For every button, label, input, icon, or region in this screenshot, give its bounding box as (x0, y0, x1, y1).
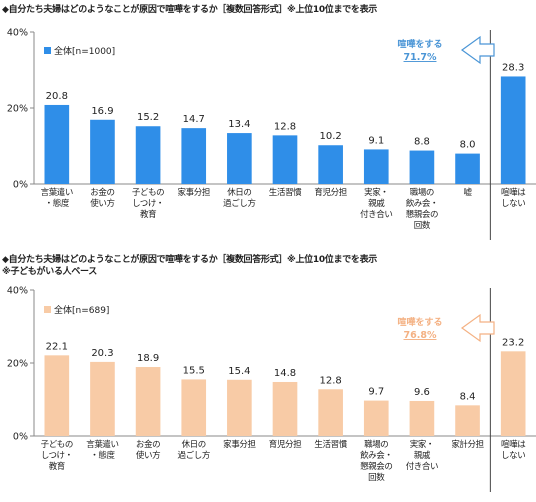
bar (181, 379, 207, 436)
bar (500, 351, 526, 436)
bar (409, 400, 435, 436)
bar (227, 133, 252, 184)
bar-chart-all: 40% 20% 0% 20.8 16.9 15.2 14.7 13.4 12.8 10.2 9.1 8… (7, 28, 536, 240)
bar (181, 128, 207, 184)
bar (135, 367, 161, 436)
bar (455, 405, 480, 436)
category-label: 言葉遣い ・態度 (86, 440, 119, 461)
bar (500, 76, 526, 184)
category-label: 生活習慣 (268, 188, 302, 198)
bar-value-label: 8.4 (460, 391, 476, 402)
category-label: 子どもの しつけ・ 教育 (131, 188, 165, 220)
category-label: お金の 使い方 (135, 440, 161, 461)
bar-value-label: 13.4 (228, 119, 250, 130)
legend-label: 全体[n=689] (54, 306, 110, 316)
y-tick-label: 20% (7, 104, 28, 115)
bar-value-label: 14.8 (274, 368, 296, 379)
legend: 全体[n=1000] (44, 44, 115, 57)
category-label: 言葉遣い ・態度 (40, 188, 74, 209)
bar-value-label: 9.1 (368, 135, 384, 146)
legend-label: 全体[n=1000] (54, 47, 116, 57)
category-label: 育児分担 (268, 440, 302, 450)
bar-chart-parents: 40% 20% 0% 22.1 20.3 18.9 15.5 15.4 14.8 12.8 9.7 9… (7, 286, 536, 492)
category-label: 喧嘩は しない (501, 440, 526, 461)
category-label: 職場の 飲み会・ 懇親会の 回数 (360, 440, 393, 483)
chart-panel-parents: ◆自分たち夫婦はどのようなことが原因で喧嘩をするか［複数回答形式］※上位10位ま… (0, 250, 536, 502)
category-label: 家事分担 (223, 440, 256, 450)
chart-title: ◆自分たち夫婦はどのようなことが原因で喧嘩をするか［複数回答形式］※上位10位ま… (2, 255, 377, 265)
bar (90, 361, 115, 436)
bar (227, 379, 252, 436)
y-tick-label: 40% (7, 28, 28, 39)
bar (455, 153, 480, 184)
bar (135, 126, 161, 184)
category-label: 家計分担 (451, 440, 484, 450)
callout-label: 喧嘩をする (397, 38, 442, 50)
bar-value-label: 20.3 (91, 348, 113, 359)
bar (363, 149, 389, 184)
category-label: 休日の 過ごし方 (177, 440, 211, 461)
bar (409, 150, 435, 184)
bar-value-label: 28.3 (502, 62, 524, 73)
category-label: 子どもの しつけ・ 教育 (40, 440, 74, 472)
bar-value-label: 12.8 (320, 375, 342, 386)
callout-label: 喧嘩をする (397, 316, 442, 328)
bar (272, 135, 298, 184)
legend-swatch (44, 47, 51, 54)
callout-arrow (460, 313, 495, 343)
bar-value-label: 15.4 (228, 366, 250, 377)
category-label: 生活習慣 (314, 440, 347, 450)
bar-value-label: 14.7 (183, 114, 205, 125)
bar-value-label: 12.8 (274, 121, 296, 132)
category-label: 実家・ 親戚 付き合い (405, 440, 439, 472)
bar-value-label: 22.1 (46, 341, 68, 352)
chart-title: ◆自分たち夫婦はどのようなことが原因で喧嘩をするか［複数回答形式］※上位10位ま… (2, 5, 377, 15)
legend: 全体[n=689] (44, 303, 109, 316)
bar-value-label: 8.0 (460, 140, 476, 151)
bar (363, 400, 389, 436)
category-label: 休日の 過ごし方 (223, 188, 256, 209)
category-label: 家事分担 (177, 188, 211, 198)
bar-value-label: 8.8 (414, 137, 430, 148)
callout-arrow (460, 35, 495, 65)
bar (44, 104, 70, 184)
category-label: 職場の 飲み会・ 懇親会の 回数 (405, 188, 439, 231)
y-tick-label: 40% (7, 286, 28, 297)
bar-value-label: 16.9 (91, 106, 113, 117)
y-tick-label: 20% (7, 359, 28, 370)
bar-value-label: 15.2 (137, 112, 159, 123)
bar-value-label: 10.2 (320, 131, 342, 142)
category-label: 実家・ 親戚 付き合い (360, 188, 393, 220)
bar-value-label: 15.5 (183, 365, 205, 376)
bar-value-label: 20.8 (46, 91, 68, 102)
callout-value: 76.8% (404, 330, 437, 341)
bar (318, 145, 343, 184)
bar-value-label: 9.7 (368, 387, 384, 398)
bar (90, 119, 115, 184)
bar (44, 355, 70, 436)
legend-swatch (44, 306, 51, 313)
chart-subtitle: ※子どもがいる人ベース (2, 267, 98, 277)
bar-value-label: 9.6 (414, 387, 430, 398)
bar-value-label: 23.2 (502, 337, 524, 348)
category-label: お金の 使い方 (90, 188, 115, 209)
y-tick-label: 0% (13, 432, 28, 443)
bar (318, 389, 343, 436)
callout-value: 71.7% (404, 52, 437, 63)
chart-panel-all: ◆自分たち夫婦はどのようなことが原因で喧嘩をするか［複数回答形式］※上位10位ま… (0, 0, 536, 250)
y-tick-label: 0% (13, 180, 28, 191)
bar (272, 381, 298, 436)
category-label: 育児分担 (314, 188, 347, 198)
category-label: 喧嘩は しない (501, 188, 526, 209)
category-label: 嘘 (463, 188, 472, 198)
bar-value-label: 18.9 (137, 353, 159, 364)
